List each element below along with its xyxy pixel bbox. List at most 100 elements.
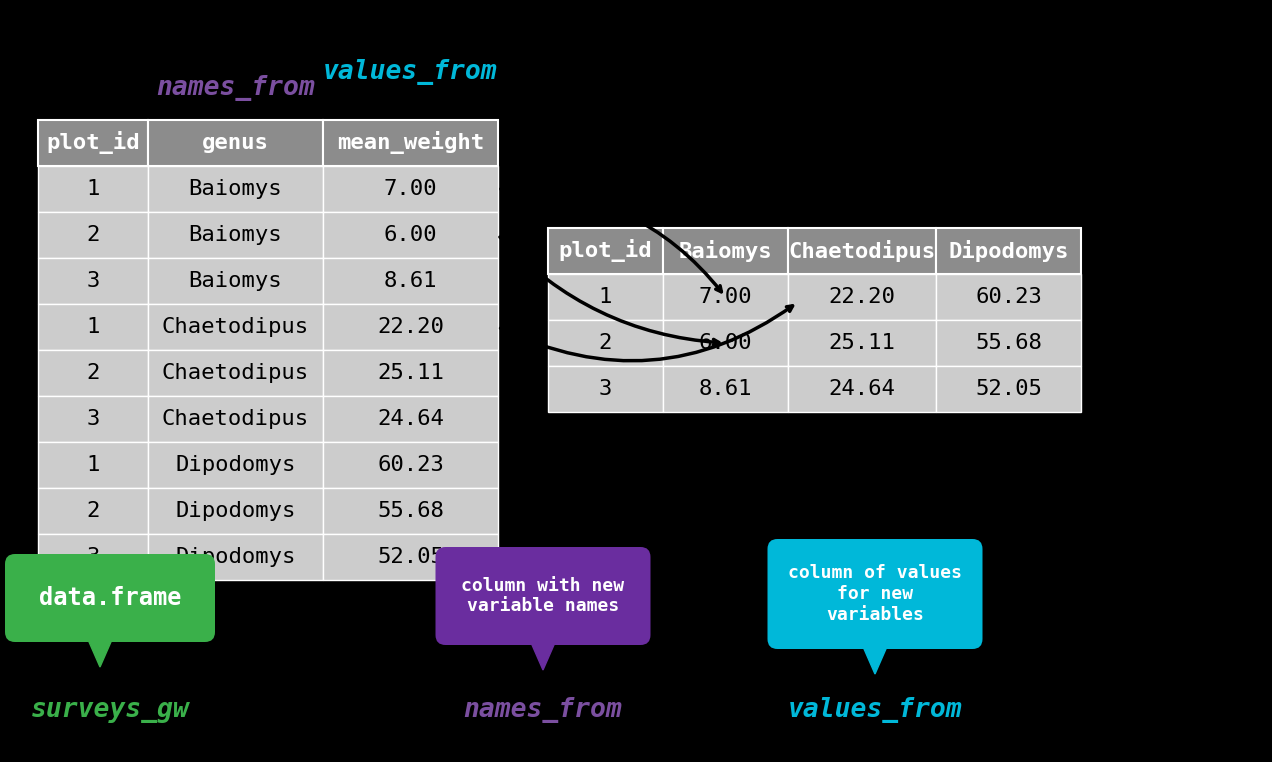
- Bar: [323, 258, 499, 304]
- Text: 8.61: 8.61: [698, 379, 752, 399]
- Text: 60.23: 60.23: [377, 455, 444, 475]
- Bar: [323, 166, 499, 212]
- Text: 52.05: 52.05: [976, 379, 1042, 399]
- Bar: [548, 366, 663, 412]
- Text: 2: 2: [599, 333, 612, 353]
- Text: Chaetodipus: Chaetodipus: [162, 363, 309, 383]
- Text: 1: 1: [599, 287, 612, 307]
- FancyBboxPatch shape: [5, 554, 215, 642]
- Bar: [548, 274, 663, 320]
- Bar: [148, 212, 323, 258]
- Text: 7.00: 7.00: [698, 287, 752, 307]
- Bar: [148, 304, 323, 350]
- Text: 1: 1: [86, 455, 99, 475]
- Text: 2: 2: [86, 501, 99, 521]
- Bar: [323, 534, 499, 580]
- Bar: [936, 366, 1081, 412]
- Polygon shape: [861, 642, 889, 674]
- Text: 7.00: 7.00: [384, 179, 438, 199]
- Bar: [787, 366, 936, 412]
- Text: Baiomys: Baiomys: [188, 225, 282, 245]
- Bar: [38, 534, 148, 580]
- Bar: [38, 166, 148, 212]
- Text: values_from: values_from: [787, 697, 963, 723]
- Bar: [38, 350, 148, 396]
- Text: column with new
variable names: column with new variable names: [462, 577, 625, 616]
- Bar: [148, 488, 323, 534]
- Text: Chaetodipus: Chaetodipus: [162, 317, 309, 337]
- Text: 52.05: 52.05: [377, 547, 444, 567]
- Bar: [38, 304, 148, 350]
- Text: 8.61: 8.61: [384, 271, 438, 291]
- Bar: [323, 212, 499, 258]
- Bar: [787, 228, 936, 274]
- Bar: [936, 274, 1081, 320]
- Bar: [323, 396, 499, 442]
- Text: 3: 3: [599, 379, 612, 399]
- Text: 2: 2: [86, 363, 99, 383]
- Text: 55.68: 55.68: [377, 501, 444, 521]
- Text: 6.00: 6.00: [698, 333, 752, 353]
- Text: 6.00: 6.00: [384, 225, 438, 245]
- Bar: [38, 212, 148, 258]
- Text: names_from: names_from: [463, 697, 622, 723]
- Text: 2: 2: [86, 225, 99, 245]
- Bar: [548, 320, 663, 366]
- Text: 22.20: 22.20: [828, 287, 895, 307]
- Bar: [323, 304, 499, 350]
- Bar: [148, 166, 323, 212]
- Text: 1: 1: [86, 317, 99, 337]
- Text: 24.64: 24.64: [377, 409, 444, 429]
- Text: Dipodomys: Dipodomys: [176, 501, 295, 521]
- Bar: [936, 320, 1081, 366]
- Text: column of values
for new
variables: column of values for new variables: [787, 564, 962, 624]
- FancyBboxPatch shape: [435, 547, 650, 645]
- Text: Chaetodipus: Chaetodipus: [789, 240, 936, 262]
- Text: Baiomys: Baiomys: [188, 271, 282, 291]
- Text: 25.11: 25.11: [828, 333, 895, 353]
- Text: Baiomys: Baiomys: [679, 240, 772, 262]
- Text: Baiomys: Baiomys: [188, 179, 282, 199]
- Bar: [148, 442, 323, 488]
- Bar: [38, 120, 148, 166]
- Bar: [148, 534, 323, 580]
- Text: mean_weight: mean_weight: [337, 132, 485, 155]
- Text: 60.23: 60.23: [976, 287, 1042, 307]
- Bar: [38, 442, 148, 488]
- Text: surveys_gw: surveys_gw: [31, 697, 190, 723]
- FancyBboxPatch shape: [767, 539, 982, 649]
- Bar: [787, 320, 936, 366]
- Text: Dipodomys: Dipodomys: [949, 240, 1068, 262]
- Text: 3: 3: [86, 547, 99, 567]
- Bar: [38, 258, 148, 304]
- Bar: [148, 396, 323, 442]
- Bar: [663, 274, 787, 320]
- Text: 24.64: 24.64: [828, 379, 895, 399]
- Bar: [38, 396, 148, 442]
- Text: genus: genus: [202, 133, 268, 153]
- Text: data.frame: data.frame: [38, 586, 181, 610]
- Bar: [148, 350, 323, 396]
- Text: 3: 3: [86, 271, 99, 291]
- Bar: [148, 120, 323, 166]
- Text: plot_id: plot_id: [46, 132, 140, 155]
- Text: Dipodomys: Dipodomys: [176, 455, 295, 475]
- Bar: [663, 228, 787, 274]
- Bar: [548, 228, 663, 274]
- Bar: [936, 228, 1081, 274]
- Bar: [663, 366, 787, 412]
- Bar: [663, 320, 787, 366]
- Text: 1: 1: [86, 179, 99, 199]
- Text: values_from: values_from: [323, 59, 497, 85]
- Text: Dipodomys: Dipodomys: [176, 547, 295, 567]
- Bar: [38, 488, 148, 534]
- Text: 55.68: 55.68: [976, 333, 1042, 353]
- Bar: [323, 442, 499, 488]
- Bar: [323, 488, 499, 534]
- Text: 25.11: 25.11: [377, 363, 444, 383]
- Bar: [323, 120, 499, 166]
- Polygon shape: [86, 635, 114, 667]
- Text: 3: 3: [86, 409, 99, 429]
- Text: plot_id: plot_id: [558, 239, 653, 262]
- Text: 22.20: 22.20: [377, 317, 444, 337]
